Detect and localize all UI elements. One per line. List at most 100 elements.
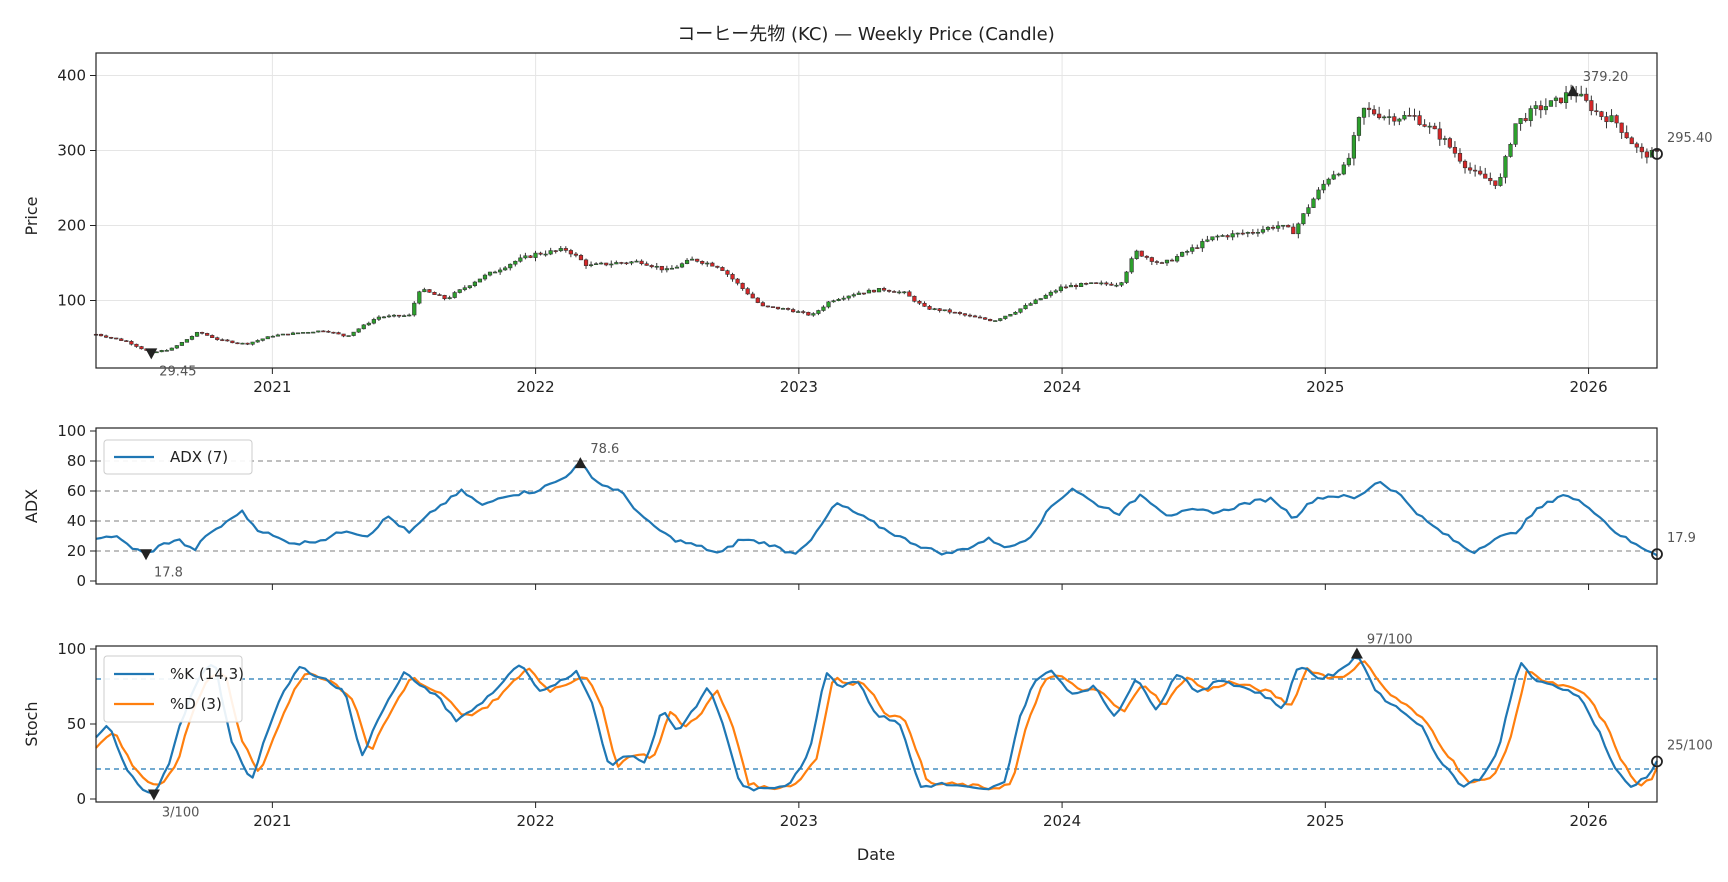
candle-body [336,332,341,335]
candle-body [1185,251,1190,253]
candle-body [674,266,680,269]
candle-body [285,333,291,336]
candle-body [1351,135,1356,159]
candle-body [179,341,184,346]
x-tick-label: 2026 [1569,378,1607,396]
chart-title: コーヒー先物 (KC) — Weekly Price (Candle) [677,24,1054,45]
candle-body [826,301,831,308]
candle-body [548,250,553,255]
candle-body [402,315,407,317]
candle-body [1043,295,1048,299]
candle-body [366,322,371,326]
y-tick-label: 100 [57,640,86,658]
candle-body [381,316,387,319]
candle-body [1286,224,1291,228]
y-tick-label: 50 [67,715,86,733]
x-tick-label: 2021 [253,812,291,830]
candle-body [609,263,614,266]
candle-body [1523,118,1528,121]
candle-body [1073,285,1079,287]
candle-body [735,278,740,284]
candle-body [1028,303,1033,306]
candle-body [972,315,978,318]
candle-body [255,340,260,343]
candle-body [881,288,887,291]
y-tick-label: 60 [67,482,86,500]
candle-body [1180,251,1185,257]
candle-body [892,291,897,293]
candle-body [1099,282,1104,285]
candle-body [604,262,609,266]
last-marker [1651,755,1663,768]
candle-body [1068,285,1074,288]
candle-body [442,294,447,300]
candle-body [270,335,275,338]
candle-body [1528,108,1533,121]
candle-body [407,314,412,317]
candle-body [1356,117,1362,136]
candle-body [1538,105,1543,111]
y-tick-label: 100 [57,292,86,310]
x-tick-label: 2021 [253,378,291,396]
x-tick-label: 2025 [1306,812,1344,830]
y-tick-label: 20 [67,542,86,560]
candle-body [866,289,872,294]
price-annotations: 379.20 29.45 295.40 [145,70,1713,379]
candle-body [1190,247,1195,252]
candle-body [1579,93,1584,97]
candle-body [432,292,437,295]
candle-body [265,336,270,340]
candle-body [1154,261,1159,263]
max-label: 78.6 [590,442,619,457]
candle-body [164,350,169,352]
candle-body [290,332,296,335]
last-marker [1651,148,1663,160]
stoch-annotations: 97/100 3/100 25/100 [147,633,1713,821]
candle-body [356,328,361,333]
candle-body [508,263,513,269]
adx-y-label: ADX [22,489,41,523]
adx-annotations: 78.6 17.8 17.9 [140,442,1696,580]
candle-body [503,267,508,271]
candle-body [189,336,195,340]
candle-body [1245,232,1250,234]
candle-body [1291,226,1296,235]
candle-body [1452,146,1458,154]
candle-body [700,261,705,264]
candle-body [1200,241,1205,249]
candle-body [1250,232,1255,234]
candle-body [705,262,710,265]
candle-body [1260,229,1266,233]
candle-body [1063,286,1069,289]
candle-body [1018,308,1023,313]
candle-body [543,253,548,256]
candle-body [1210,236,1215,241]
candle-body [523,255,528,259]
candle-body [861,292,866,295]
stoch-panel: 0 50 100 2021 2022 2023 2024 2025 2026 Stoch Da… [22,633,1713,865]
candle-body [1644,151,1649,158]
candle-body [594,263,599,266]
candle-body [104,335,109,338]
candle-body [341,333,346,337]
min-label: 29.45 [159,364,196,379]
candle-body [715,265,720,268]
candle-body [563,248,568,251]
candle-body [306,332,311,334]
candle-body [897,291,902,294]
candle-body [644,263,649,266]
candle-body [801,311,806,313]
candle-body [174,345,179,349]
candle-body [1372,109,1377,115]
stoch-frame [95,645,1658,803]
candle-body [1296,223,1301,235]
candle-body [447,297,452,300]
candle-body [1326,178,1331,185]
min-marker [147,789,160,801]
candle-body [765,305,770,308]
candle-body [1255,231,1261,234]
candle-body [1038,298,1043,301]
candle-body [993,320,998,322]
candle-body [1311,198,1316,208]
